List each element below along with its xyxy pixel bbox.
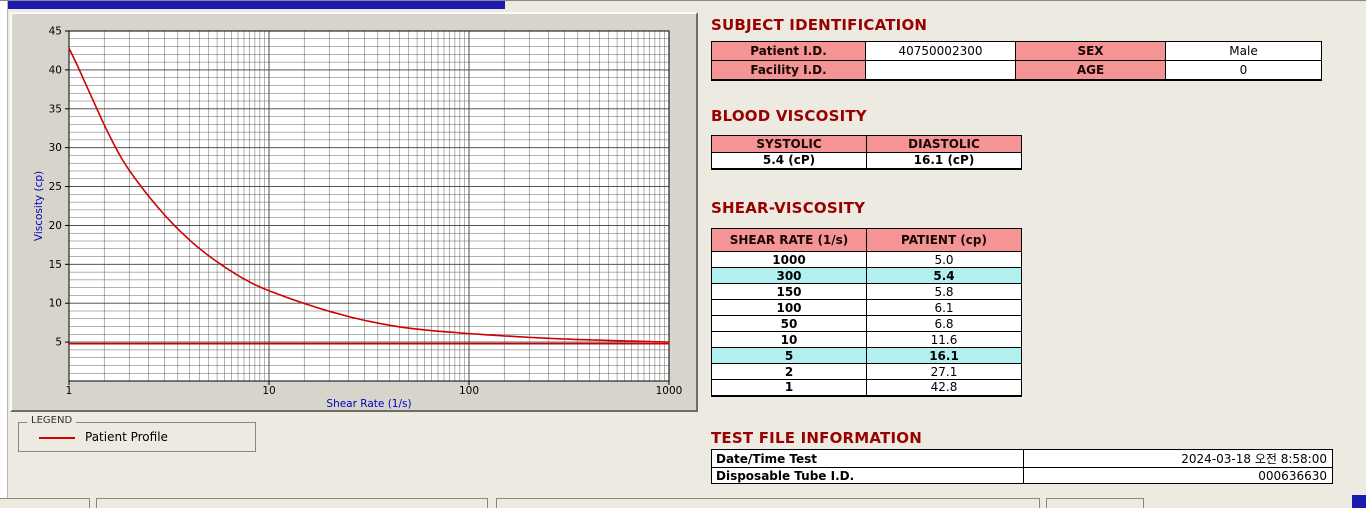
disposable-tube-id-label: Disposable Tube I.D. xyxy=(711,467,1024,484)
shear-row: 1000 5.0 xyxy=(711,251,1022,268)
shear-viscosity-title: SHEAR-VISCOSITY xyxy=(711,199,866,217)
partial-button[interactable] xyxy=(96,498,488,508)
patient-value-cell: 11.6 xyxy=(866,331,1022,348)
table-row: Date/Time Test 2024-03-18 오전 8:58:00 xyxy=(711,449,1333,468)
sex-label: SEX xyxy=(1015,41,1166,61)
svg-text:5: 5 xyxy=(55,337,62,349)
partial-button[interactable] xyxy=(496,498,1040,508)
shear-row: 50 6.8 xyxy=(711,315,1022,332)
blood-viscosity-title: BLOOD VISCOSITY xyxy=(711,107,867,125)
legend-box: LEGEND Patient Profile xyxy=(18,415,256,452)
shear-rate-cell: 1000 xyxy=(711,251,867,268)
table-row: Patient I.D. 40750002300 SEX Male xyxy=(711,41,1322,61)
chart-panel: 5 10 15 20 25 30 35 40 45 1 10 100 1000 Viscosity (cp… xyxy=(10,12,698,412)
legend-series-label: Patient Profile xyxy=(85,430,168,444)
shear-row: 300 5.4 xyxy=(711,267,1022,284)
patient-profile-line-icon xyxy=(39,437,75,439)
svg-text:10: 10 xyxy=(49,298,62,310)
subject-identification-table: Patient I.D. 40750002300 SEX Male Facili… xyxy=(711,41,1322,81)
shear-rate-cell: 10 xyxy=(711,331,867,348)
patient-value-cell: 6.8 xyxy=(866,315,1022,332)
left-edge-strip xyxy=(0,1,8,508)
table-row: SHEAR RATE (1/s) PATIENT (cp) xyxy=(711,228,1022,252)
patient-cp-header: PATIENT (cp) xyxy=(866,228,1022,252)
svg-text:Viscosity (cp): Viscosity (cp) xyxy=(33,171,45,241)
svg-text:40: 40 xyxy=(49,64,62,76)
shear-rate-cell: 300 xyxy=(711,267,867,284)
blood-viscosity-table: SYSTOLIC DIASTOLIC 5.4 (cP) 16.1 (cP) xyxy=(711,135,1022,170)
test-file-information-title: TEST FILE INFORMATION xyxy=(711,429,922,447)
shear-rate-cell: 1 xyxy=(711,379,867,396)
table-row: Disposable Tube I.D. 000636630 xyxy=(711,467,1333,484)
disposable-tube-id-value: 000636630 xyxy=(1023,467,1333,484)
table-row: SYSTOLIC DIASTOLIC xyxy=(711,135,1022,153)
shear-row: 100 6.1 xyxy=(711,299,1022,316)
patient-id-value: 40750002300 xyxy=(865,41,1016,61)
svg-text:1: 1 xyxy=(66,385,73,397)
patient-value-cell: 5.0 xyxy=(866,251,1022,268)
systolic-value: 5.4 (cP) xyxy=(711,152,867,169)
datetime-test-label: Date/Time Test xyxy=(711,449,1024,468)
patient-value-cell: 42.8 xyxy=(866,379,1022,396)
patient-value-cell: 5.8 xyxy=(866,283,1022,300)
shear-rate-cell: 5 xyxy=(711,347,867,364)
diastolic-header: DIASTOLIC xyxy=(866,135,1022,153)
diastolic-value: 16.1 (cP) xyxy=(866,152,1022,169)
shear-rate-header: SHEAR RATE (1/s) xyxy=(711,228,867,252)
sex-value: Male xyxy=(1165,41,1322,61)
table-row: 5.4 (cP) 16.1 (cP) xyxy=(711,152,1022,169)
shear-rate-cell: 100 xyxy=(711,299,867,316)
facility-id-value xyxy=(865,60,1016,80)
age-value: 0 xyxy=(1165,60,1322,80)
shear-rate-cell: 50 xyxy=(711,315,867,332)
svg-text:25: 25 xyxy=(49,181,62,193)
patient-id-label: Patient I.D. xyxy=(711,41,866,61)
svg-text:10: 10 xyxy=(262,385,275,397)
facility-id-label: Facility I.D. xyxy=(711,60,866,80)
shear-row: 150 5.8 xyxy=(711,283,1022,300)
svg-text:1000: 1000 xyxy=(656,385,683,397)
shear-row: 2 27.1 xyxy=(711,363,1022,380)
patient-value-cell: 16.1 xyxy=(866,347,1022,364)
shear-row: 1 42.8 xyxy=(711,379,1022,396)
shear-row: 10 11.6 xyxy=(711,331,1022,348)
viscosity-chart: 5 10 15 20 25 30 35 40 45 1 10 100 1000 Viscosity (cp… xyxy=(33,26,683,411)
partial-button[interactable] xyxy=(0,498,90,508)
test-file-table: Date/Time Test 2024-03-18 오전 8:58:00 Dis… xyxy=(711,449,1333,484)
partial-titlebar xyxy=(8,1,505,9)
systolic-header: SYSTOLIC xyxy=(711,135,867,153)
table-row: Facility I.D. AGE 0 xyxy=(711,60,1322,80)
shear-rate-cell: 150 xyxy=(711,283,867,300)
patient-value-cell: 6.1 xyxy=(866,299,1022,316)
legend-group-label: LEGEND xyxy=(27,415,77,426)
shear-rate-cell: 2 xyxy=(711,363,867,380)
svg-text:30: 30 xyxy=(49,142,62,154)
svg-text:45: 45 xyxy=(49,26,62,38)
patient-value-cell: 5.4 xyxy=(866,267,1022,284)
window-corner-fragment xyxy=(1352,495,1366,508)
svg-text:35: 35 xyxy=(49,103,62,115)
subject-identification-title: SUBJECT IDENTIFICATION xyxy=(711,16,928,34)
shear-viscosity-table: SHEAR RATE (1/s) PATIENT (cp) 1000 5.0 300… xyxy=(711,228,1022,397)
age-label: AGE xyxy=(1015,60,1166,80)
partial-button[interactable] xyxy=(1046,498,1144,508)
svg-text:20: 20 xyxy=(49,220,62,232)
svg-text:Shear Rate (1/s): Shear Rate (1/s) xyxy=(326,398,411,410)
svg-text:15: 15 xyxy=(49,259,62,271)
svg-text:100: 100 xyxy=(459,385,479,397)
shear-row: 5 16.1 xyxy=(711,347,1022,364)
datetime-test-value: 2024-03-18 오전 8:58:00 xyxy=(1023,449,1333,468)
patient-value-cell: 27.1 xyxy=(866,363,1022,380)
